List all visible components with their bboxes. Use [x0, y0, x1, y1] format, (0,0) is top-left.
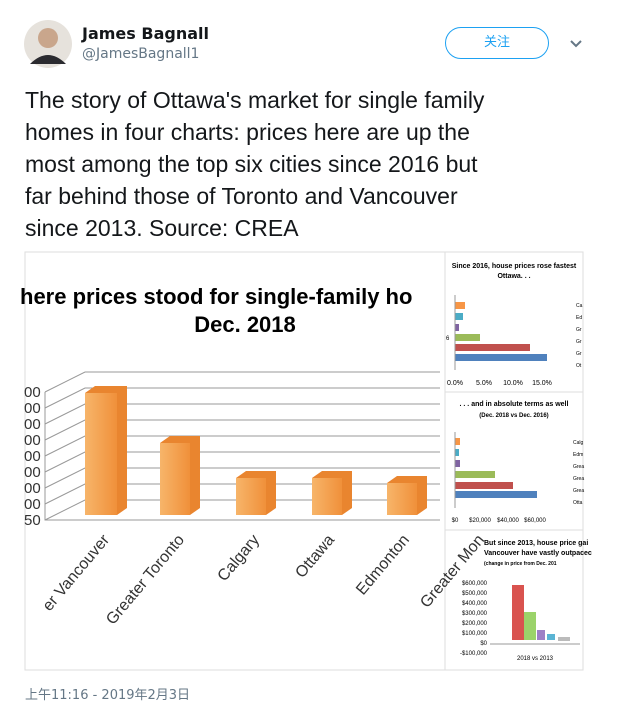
legend-label: Edm: [573, 452, 583, 458]
avatar-area: [24, 20, 582, 68]
side-title: (change in price from Dec. 201: [484, 561, 557, 567]
tick-label: 5.0%: [476, 380, 492, 387]
tick-label: $20,000: [469, 518, 491, 524]
tick-label: $0: [452, 518, 459, 524]
legend-label: Grea: [573, 476, 584, 482]
chart-title: Dec. 2018: [194, 312, 296, 337]
legend-label: Ed: [576, 315, 582, 321]
tweet-text: The story of Ottawa's market for single …: [25, 84, 484, 244]
tweet-line: far behind those of Toronto and Vancouve…: [25, 183, 458, 209]
axis-label: 00: [24, 416, 41, 433]
axis-label: 00: [24, 400, 41, 417]
legend-label: Ot: [576, 363, 582, 369]
legend-label: Otta: [573, 500, 583, 506]
tweet-line: most among the top six cities since 2016…: [25, 151, 478, 177]
side-title: Ottawa. . .: [497, 273, 530, 280]
legend-label: Grea: [573, 488, 584, 494]
tweet-line: homes in four charts: prices here are up…: [25, 119, 470, 145]
legend-label: Grea: [573, 464, 584, 470]
tick-label: $400,000: [462, 601, 488, 607]
tick-label: $500,000: [462, 591, 488, 597]
legend-label: Gr: [576, 351, 582, 357]
axis-label: 50: [24, 512, 41, 529]
legend-label: Gr: [576, 327, 582, 333]
tick-label: $200,000: [462, 621, 488, 627]
side-title: Vancouver have vastly outpacec: [484, 550, 592, 557]
tick-label: $600,000: [462, 581, 488, 587]
side-bars: [454, 295, 580, 645]
media[interactable]: here prices stood for single-family ho De…: [0, 0, 620, 680]
chart-title: here prices stood for single-family ho: [20, 284, 412, 309]
timestamp[interactable]: 上午11:16 - 2019年2月3日: [25, 688, 191, 703]
legend-label: Calg: [573, 440, 584, 446]
user-handle[interactable]: @JamesBagnall1: [82, 46, 200, 62]
axis-label: 00: [24, 384, 41, 401]
axis-label: 2018 vs 2013: [517, 656, 554, 662]
side-title: Since 2016, house prices rose fastest: [452, 263, 577, 270]
axis-label: 00: [24, 432, 41, 449]
side-title: (Dec. 2018 vs Dec. 2016): [479, 413, 548, 419]
follow-button[interactable]: 关注: [445, 27, 549, 59]
user-name[interactable]: James Bagnall: [82, 24, 209, 43]
axis-label: 00: [24, 464, 41, 481]
tick-label: 15.0%: [532, 380, 552, 387]
tick-label: -$100,000: [460, 651, 488, 657]
side-title: But since 2013, house price gai: [484, 540, 588, 547]
tick-label: $100,000: [462, 631, 488, 637]
menu-chevron[interactable]: [570, 40, 582, 48]
bars: [85, 386, 427, 515]
legend-label: Gr: [576, 339, 582, 345]
tweet-line: since 2013. Source: CREA: [25, 215, 299, 241]
side-image[interactable]: [444, 251, 584, 393]
avatar-face: [38, 28, 58, 48]
axis-label: 00: [24, 448, 41, 465]
avatar-suit: [30, 55, 66, 64]
tick-label: $40,000: [497, 518, 519, 524]
legend-label: Ca: [576, 303, 583, 309]
axis-label: 6: [446, 336, 450, 342]
tick-label: $300,000: [462, 611, 488, 617]
side-title: . . . and in absolute terms as well: [460, 401, 569, 408]
tick-label: $60,000: [524, 518, 546, 524]
tick-label: 10.0%: [503, 380, 523, 387]
tick-label: $0: [480, 641, 487, 647]
axis-label: 00: [24, 496, 41, 513]
axis-label: 00: [24, 480, 41, 497]
tweet-line: The story of Ottawa's market for single …: [25, 87, 485, 113]
side-image[interactable]: [444, 391, 584, 531]
tick-label: 0.0%: [447, 380, 463, 387]
